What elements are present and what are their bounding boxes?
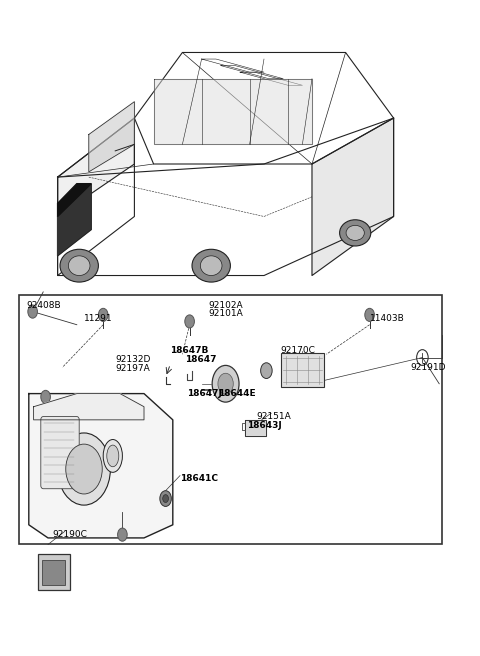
Polygon shape: [312, 118, 394, 276]
Polygon shape: [34, 394, 144, 420]
Text: 92190C: 92190C: [53, 530, 88, 539]
Text: 11403B: 11403B: [370, 314, 404, 323]
Ellipse shape: [103, 440, 122, 472]
Text: 92101A: 92101A: [209, 309, 243, 318]
Text: 18644E: 18644E: [218, 389, 256, 398]
Text: 18647: 18647: [185, 355, 216, 364]
Ellipse shape: [339, 220, 371, 246]
Text: 92151A: 92151A: [257, 412, 291, 421]
Ellipse shape: [107, 445, 119, 467]
FancyBboxPatch shape: [41, 417, 79, 489]
Circle shape: [28, 305, 37, 318]
Circle shape: [160, 491, 171, 506]
Text: 92408B: 92408B: [26, 300, 61, 310]
Bar: [42, 560, 65, 585]
Circle shape: [163, 495, 168, 502]
Text: 18643J: 18643J: [247, 420, 282, 430]
Circle shape: [118, 528, 127, 541]
Polygon shape: [154, 79, 312, 144]
Bar: [281, 353, 324, 387]
Text: 18647B: 18647B: [170, 346, 209, 356]
Text: 92102A: 92102A: [209, 300, 243, 310]
Bar: [19, 295, 442, 544]
Circle shape: [66, 444, 102, 494]
Circle shape: [218, 373, 233, 394]
Text: 92132D: 92132D: [115, 355, 151, 364]
Polygon shape: [89, 102, 134, 172]
Ellipse shape: [60, 249, 98, 282]
Ellipse shape: [69, 256, 90, 276]
Polygon shape: [58, 184, 91, 216]
Polygon shape: [29, 394, 173, 538]
Polygon shape: [245, 420, 266, 436]
Circle shape: [365, 308, 374, 321]
Circle shape: [185, 315, 194, 328]
Circle shape: [58, 433, 110, 505]
Ellipse shape: [200, 256, 222, 276]
Polygon shape: [58, 118, 134, 216]
Text: 11291: 11291: [84, 314, 113, 323]
Text: 92197A: 92197A: [115, 363, 150, 373]
Bar: [38, 554, 70, 590]
Text: 92191D: 92191D: [410, 363, 446, 372]
Ellipse shape: [346, 226, 364, 240]
Text: 18641C: 18641C: [180, 474, 218, 483]
Text: 18647J: 18647J: [187, 389, 222, 398]
Circle shape: [212, 365, 239, 402]
Polygon shape: [58, 184, 91, 256]
Circle shape: [41, 390, 50, 403]
Text: 92170C: 92170C: [281, 346, 316, 356]
Circle shape: [261, 363, 272, 379]
Circle shape: [98, 308, 108, 321]
Ellipse shape: [192, 249, 230, 282]
